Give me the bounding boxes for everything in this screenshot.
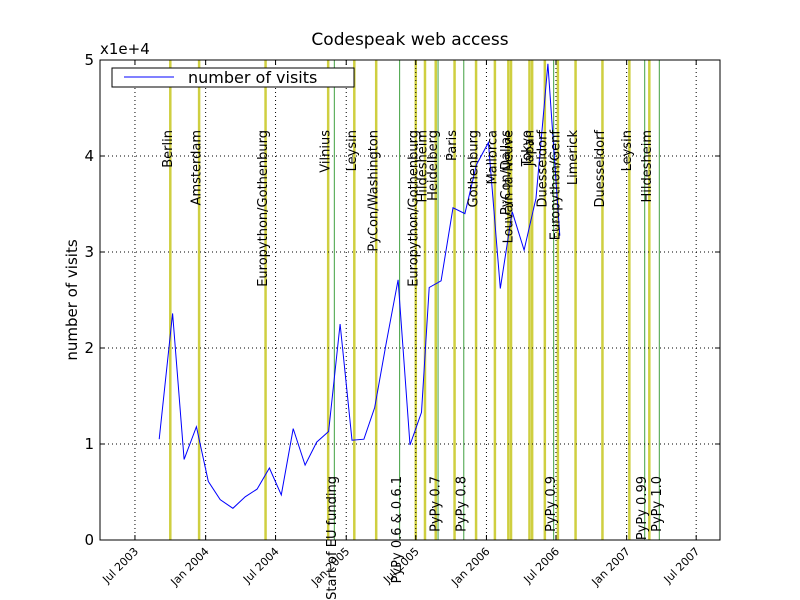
y-tick-label: 4 — [84, 147, 94, 165]
event-label: Duesseldorf — [593, 130, 608, 208]
series — [158, 63, 561, 509]
y-tick-label: 1 — [84, 435, 94, 453]
plot-frame — [99, 59, 721, 541]
event-label: Hildesheim — [640, 130, 655, 203]
chart-title: Codespeak web access — [311, 30, 508, 50]
grid — [100, 60, 720, 540]
y-tick-label: 5 — [84, 51, 94, 69]
event-label: PyPy 0.7 — [429, 476, 444, 532]
event-label: Tokyo — [520, 130, 535, 167]
legend-entry: number of visits — [188, 68, 317, 87]
event-label: PyPy 0.9 — [544, 476, 559, 532]
event-label: Start of EU funding — [325, 476, 340, 600]
legend-box — [111, 67, 355, 88]
event-label: Mallorca — [485, 130, 500, 185]
event-label: PyPy 1.0 — [650, 476, 665, 532]
y-tick-label: 3 — [84, 243, 94, 261]
event-label: Vilnius — [319, 130, 334, 173]
y-offset-label: x1e+4 — [100, 40, 150, 58]
event-label: PyCon/Washington — [367, 130, 382, 252]
event-labels: Berlin Amsterdam Europython/Gothenburg Viln… — [161, 130, 665, 600]
event-label: Duesseldorf — [535, 130, 550, 208]
event-label: PyCon/Dallas — [499, 130, 514, 215]
event-label: Europython/Gothenburg — [256, 130, 271, 287]
event-label: Paris — [445, 130, 460, 161]
y-tick-label: 0 — [84, 531, 94, 549]
event-label: Gothenburg — [467, 130, 482, 207]
event-label: Berlin — [161, 130, 176, 168]
event-label: Louvain-la-Neuve — [502, 130, 517, 243]
event-label: PyPy 0.8 — [454, 476, 469, 532]
event-label: Amsterdam — [190, 130, 205, 205]
y-tick-label: 2 — [84, 339, 94, 357]
legend: number of visits — [111, 67, 355, 88]
event-label: Limerick — [566, 130, 581, 186]
event-label: Japan — [523, 130, 538, 167]
event-label: Leysin — [345, 130, 360, 171]
event-label: PyPy 0.6 & 0.6.1 — [390, 476, 405, 583]
event-label: PyPy 0.99 — [635, 476, 650, 540]
event-label: Hildesheim — [416, 130, 431, 203]
event-label: Europython/Genf — [548, 130, 563, 241]
event-label: Leysin — [620, 130, 635, 171]
series-line — [158, 63, 561, 509]
event-label: Europython/Gothenburg — [406, 130, 421, 287]
event-label: Heidelberg — [426, 130, 441, 201]
y-axis-label: number of visits — [63, 239, 81, 360]
